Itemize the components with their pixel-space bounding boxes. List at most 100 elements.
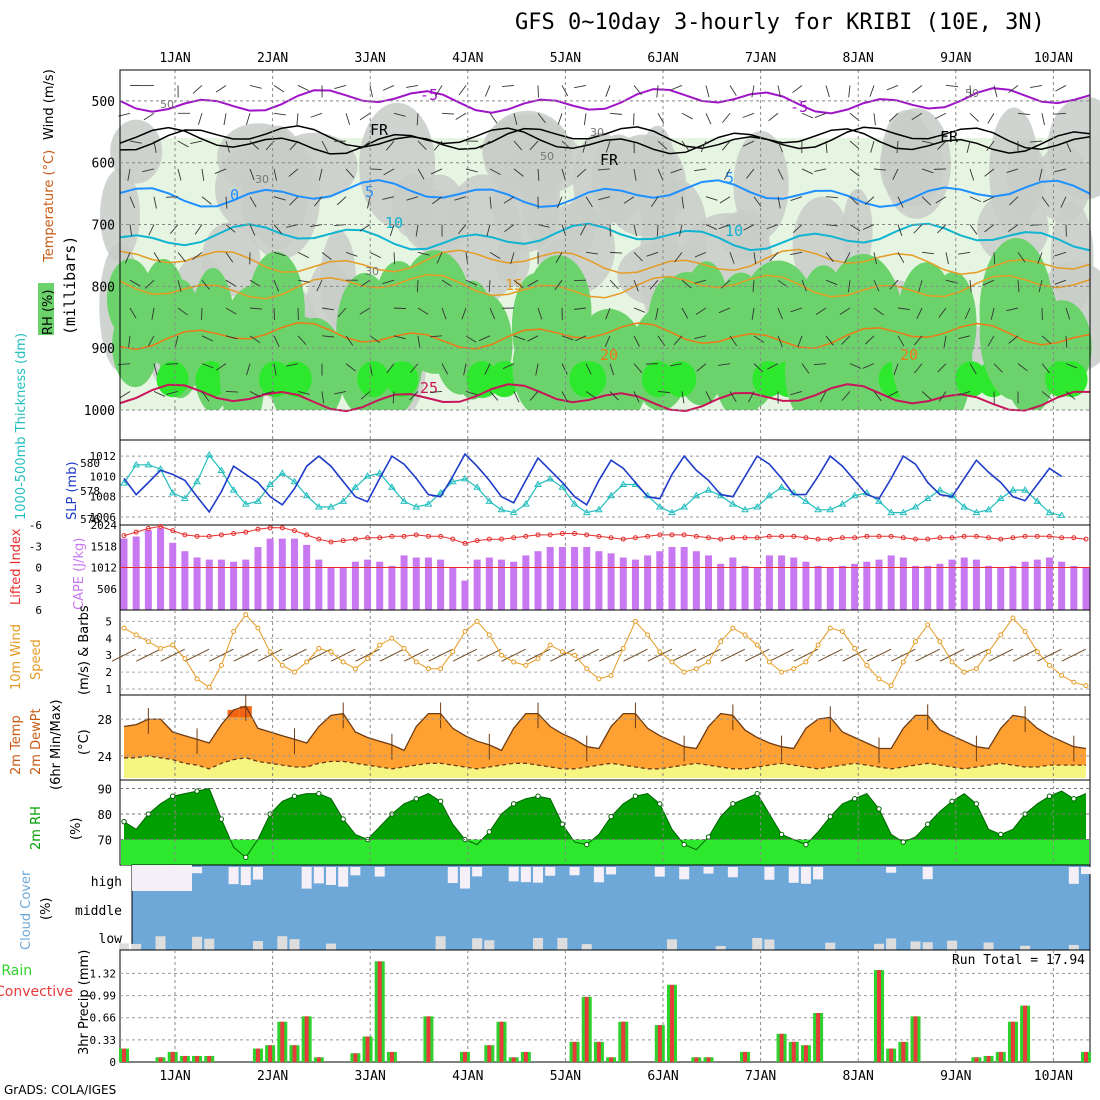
wind-barb [825,335,834,346]
wind-barb [382,196,395,200]
rh-contour-label: 50 [540,150,554,163]
cloud-high-gap [459,867,470,889]
wind-barb [417,307,429,315]
wind-barb [389,224,395,237]
li-tick-label: -6 [29,519,42,532]
wind-barb [153,196,157,209]
cape-bar [668,547,676,610]
wind-barb [1041,113,1045,126]
wind-barb [417,168,425,180]
wind-barb [192,252,203,260]
wind-barb [825,279,838,286]
wind-barb [554,279,563,291]
thickness-point [485,497,494,504]
wind-barb [694,279,707,284]
lifted-index-point [657,532,663,538]
cape-axis-label: CAPE (J/kg) [72,538,87,610]
wind-barb-10m [136,648,161,662]
lifted-index-point [438,533,444,539]
wind-speed-point [133,632,139,638]
cape-bar [705,555,713,610]
cloud-high-gap [520,867,531,883]
wind-barb [561,85,569,97]
wind-barb [729,335,738,347]
wind-barb [484,363,491,375]
wind10-axis-label: 10m Wind [9,624,24,690]
cloud-low-gap [155,936,166,950]
wind-barb [814,112,827,118]
slp-tick-label: 1010 [90,470,117,483]
wind-barb [801,280,807,292]
wind-barb [751,85,755,98]
wind-barb [921,251,934,255]
wind-barb-10m [379,648,405,662]
wind-speed-point [572,652,578,658]
wind-speed-point [1022,629,1028,635]
wind-barb [935,196,947,204]
lifted-index-point [158,523,164,529]
temperature-contour-label: 10 [385,214,403,232]
lifted-index-point [1010,535,1016,541]
dewpoint-fill [124,755,1086,778]
wind-barb [914,363,923,374]
wind-barb [249,224,256,236]
rh2m-point [803,841,809,848]
precip-bar-convective [621,1021,626,1062]
wind-barb [436,252,443,264]
wind-barb [633,85,642,96]
wind-barb [742,140,755,147]
lifted-index-point [913,536,919,542]
temp-tick-label: 24 [98,750,112,764]
wind-barb [897,307,910,310]
cloud-high-gap [1081,867,1091,875]
thickness-point [461,474,469,482]
wind-barb [893,363,899,376]
thickness-point [875,497,883,504]
rh2m-point [608,813,614,820]
wind-barb [1008,224,1019,233]
wind-barb [316,279,323,292]
wind-barb-10m [111,648,137,662]
wind-barb [1017,252,1026,263]
dewpoint-line [124,755,1086,770]
wind-speed-point [620,645,626,651]
wind-barb [510,252,515,265]
lifted-index-point [718,536,724,542]
cloud-high-gap [922,867,933,880]
lifted-index-point [596,533,602,539]
rh-region-bright [466,361,499,398]
precip-bar-convective [207,1055,212,1062]
wind-barb [670,168,683,174]
lifted-index-point [1071,535,1077,541]
wind-speed-point [1083,683,1089,689]
precip-bar-convective [1010,1021,1015,1062]
rh2m-point [730,801,736,807]
thickness-point [619,480,628,487]
wind-barb [869,85,875,97]
cape-bar [400,555,408,610]
wind-barb [724,168,731,180]
thickness-point [497,505,506,513]
cloud-low-gap [825,942,836,950]
lifted-index-point [243,529,249,535]
cloud-low-gap [289,939,300,950]
wind-barb [700,140,707,153]
cape-bar [644,555,652,610]
wind-barb [197,113,203,125]
wind-barb [386,363,395,374]
precip-bar-convective [170,1051,175,1062]
wind-barb-10m [501,648,526,662]
cape-bar [217,559,225,610]
wind-barb [849,196,859,206]
pressure-tick-label: 600 [92,157,115,172]
wind-barb [383,168,395,176]
cape-bar [717,563,725,610]
wind-barb [815,307,827,315]
wind-barb [849,140,860,150]
wind-speed-point [182,656,188,662]
wind-barb-10m [525,648,551,662]
wind-barb [681,279,692,289]
wind-barb [873,391,882,402]
wind-speed-point [158,645,164,651]
rh2m-line [123,787,1087,859]
